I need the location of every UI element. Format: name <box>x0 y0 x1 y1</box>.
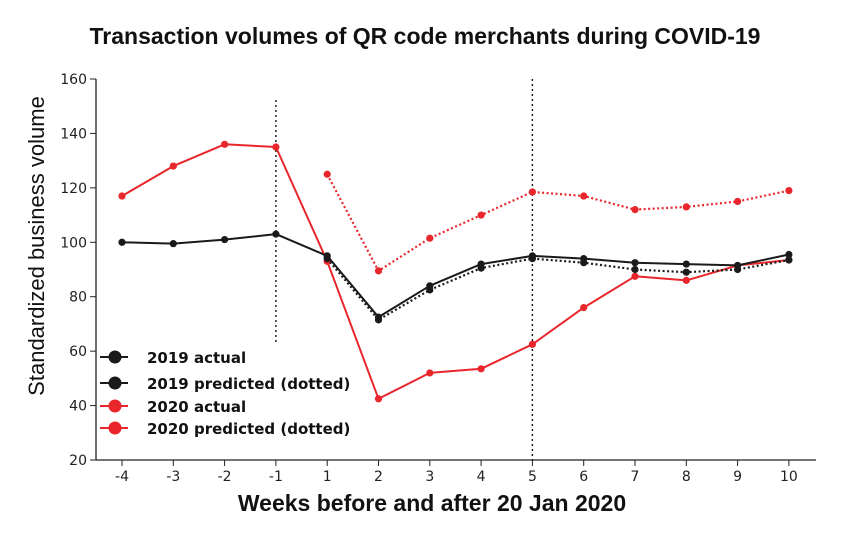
x-tick-label: -3 <box>166 469 180 485</box>
y-tick-label: 40 <box>69 399 87 415</box>
x-tick-label: 5 <box>528 469 537 485</box>
data-point <box>785 186 793 195</box>
x-tick-label: -2 <box>218 469 232 485</box>
legend-swatch-marker <box>108 421 122 435</box>
series-line <box>121 233 790 319</box>
legend-swatch-marker <box>108 350 122 364</box>
data-point <box>682 276 690 284</box>
data-point <box>682 268 690 276</box>
y-tick-label: 160 <box>60 72 87 88</box>
data-point <box>528 340 537 348</box>
data-point <box>323 170 331 178</box>
x-tick-label: 9 <box>733 469 742 485</box>
series-line <box>326 173 790 272</box>
data-point <box>528 188 537 196</box>
y-tick-label: 20 <box>69 453 87 469</box>
legend-entry: 2019 predicted (dotted) <box>100 375 350 393</box>
data-point <box>221 235 229 244</box>
x-tick-label: 10 <box>780 469 798 485</box>
data-point <box>631 272 639 280</box>
y-tick-label: 80 <box>69 290 87 306</box>
x-tick-label: -4 <box>115 469 129 485</box>
data-point <box>374 395 383 403</box>
data-point <box>631 259 639 267</box>
data-point <box>580 192 588 200</box>
data-point <box>477 211 485 219</box>
data-point <box>734 197 742 206</box>
series-2020-predicted-dotted <box>323 170 793 275</box>
data-point <box>374 313 383 321</box>
data-point <box>118 238 126 246</box>
data-point <box>734 261 742 270</box>
legend-label: 2019 actual <box>147 349 246 367</box>
data-point <box>477 260 485 268</box>
data-point <box>785 256 793 264</box>
reference-lines <box>275 79 534 460</box>
legend-entry: 2020 predicted (dotted) <box>100 420 350 438</box>
series-2019-actual <box>118 230 793 321</box>
legend-label: 2020 actual <box>147 398 246 416</box>
x-tick-label: 8 <box>682 469 691 485</box>
series-line <box>326 257 790 321</box>
y-tick-label: 140 <box>60 126 87 142</box>
y-tick-label: 120 <box>60 181 87 197</box>
legend-swatch-marker <box>108 376 122 390</box>
data-point <box>528 252 537 260</box>
data-point <box>426 234 434 242</box>
x-tick-label: 6 <box>579 469 588 485</box>
axes: 20 40 60 80 100 120 140 160 -4 -3 -2 -1 1 2 3 4 5 6 7 8 9 10 <box>60 72 816 485</box>
data-point <box>580 255 588 263</box>
data-point <box>426 369 434 377</box>
data-point <box>580 304 588 312</box>
series-layer <box>118 140 793 403</box>
series-line <box>121 143 790 400</box>
legend: 2019 actual 2019 predicted (dotted) 2020 a… <box>100 349 350 438</box>
legend-entry: 2020 actual <box>100 398 246 416</box>
data-point <box>631 206 639 214</box>
data-point <box>272 230 280 238</box>
x-axis-label: Weeks before and after 20 Jan 2020 <box>238 490 626 516</box>
x-tick-label: 4 <box>477 469 486 485</box>
x-tick-label: 7 <box>631 469 640 485</box>
legend-swatch-marker <box>108 399 122 413</box>
data-point <box>631 265 639 274</box>
data-point <box>785 250 793 259</box>
legend-label: 2020 predicted (dotted) <box>147 420 350 438</box>
x-tick-label: 2 <box>374 469 383 485</box>
y-axis-label: Standardized business volume <box>24 96 49 396</box>
data-point <box>221 140 229 148</box>
data-point <box>118 192 126 200</box>
x-tick-label: 3 <box>425 469 434 485</box>
series-2020-actual <box>118 140 793 403</box>
x-tick-label: 1 <box>323 469 332 485</box>
data-point <box>426 282 434 290</box>
y-tick-label: 60 <box>69 344 87 360</box>
data-point <box>272 143 280 151</box>
data-point <box>169 162 177 170</box>
data-point <box>323 252 331 260</box>
legend-entry: 2019 actual <box>100 349 246 367</box>
data-point <box>477 365 485 373</box>
y-tick-label: 100 <box>60 235 87 251</box>
data-point <box>682 203 690 211</box>
data-point <box>682 260 690 268</box>
x-tick-label: -1 <box>269 469 283 485</box>
chart-title: Transaction volumes of QR code merchants… <box>90 23 761 49</box>
legend-label: 2019 predicted (dotted) <box>147 375 350 393</box>
data-point <box>169 240 177 248</box>
data-point <box>374 267 383 275</box>
